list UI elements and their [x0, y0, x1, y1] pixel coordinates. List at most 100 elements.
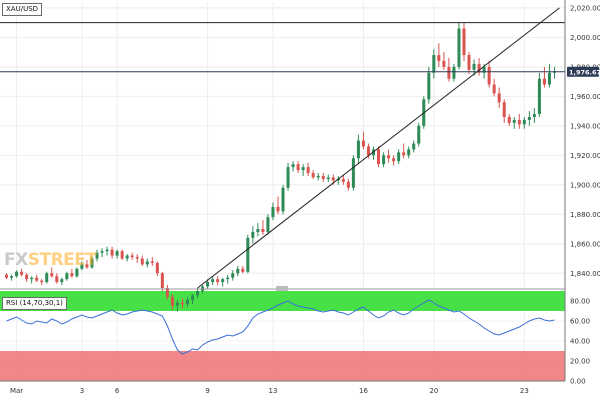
price-tick-label: 1,880.00 — [570, 211, 600, 219]
date-tick-label: 23 — [520, 387, 529, 395]
rsi-tick-label: 60.00 — [570, 318, 590, 326]
candle-body — [226, 277, 230, 280]
price-tick-label: 1,840.00 — [570, 270, 600, 278]
candle-body — [432, 55, 436, 73]
candle-body — [206, 282, 210, 287]
date-tick-label: 9 — [205, 387, 209, 395]
candle-body — [165, 288, 169, 297]
candle-body — [477, 63, 481, 73]
candle-body — [80, 264, 84, 269]
last-price-badge-bg — [567, 66, 599, 77]
candle-body — [482, 66, 486, 73]
candle-body — [452, 66, 456, 79]
candle-body — [45, 273, 49, 283]
candle-body — [286, 167, 290, 188]
candle-body — [170, 296, 174, 306]
candle-body — [427, 72, 431, 100]
candle-body — [60, 279, 64, 283]
candle-body — [281, 187, 285, 212]
candle-body — [115, 251, 119, 256]
candle-body — [502, 102, 506, 117]
candle-body — [472, 63, 476, 70]
candle-body — [296, 164, 300, 171]
rsi-tick-label: 40.00 — [570, 338, 590, 346]
candle-body — [211, 279, 215, 283]
candle-body — [492, 84, 496, 94]
date-tick-label: 13 — [268, 387, 277, 395]
candle-body — [487, 66, 491, 85]
candle-body — [301, 167, 305, 171]
candle-body — [15, 271, 19, 277]
candle-body — [135, 257, 139, 259]
candle-body — [160, 273, 164, 288]
candle-body — [105, 249, 109, 252]
candle-body — [356, 140, 360, 159]
candle-body — [402, 152, 406, 156]
candle-body — [185, 299, 190, 305]
candle-body — [437, 55, 441, 61]
chart-axes — [0, 0, 566, 382]
candle-body — [366, 146, 370, 156]
candle-body — [75, 268, 79, 277]
symbol-label: XAU/USD — [2, 3, 43, 16]
candle-body — [65, 273, 69, 280]
rsi-tick-label: 0.00 — [570, 378, 586, 386]
candle-body — [216, 279, 220, 283]
candle-body — [507, 116, 511, 123]
price-tick-label: 1,920.00 — [570, 152, 600, 160]
candle-body — [457, 28, 461, 67]
candle-body — [25, 274, 29, 280]
candle-body — [407, 149, 411, 156]
candle-body — [447, 66, 451, 79]
candle-body — [331, 177, 335, 181]
candle-body — [467, 55, 471, 70]
candle-body — [251, 231, 255, 238]
candle-body — [236, 268, 240, 274]
candle-body — [95, 252, 99, 259]
candle-body — [321, 175, 325, 179]
candle-body — [221, 279, 225, 283]
candle-body — [522, 119, 526, 125]
candle-body — [140, 258, 144, 265]
candle-body — [55, 276, 59, 283]
candle-body — [10, 276, 14, 278]
candle-body — [40, 280, 44, 283]
candle-body — [175, 302, 179, 306]
candle-body — [291, 164, 295, 168]
price-tick-label: 1,860.00 — [570, 240, 600, 248]
candle-body — [311, 173, 315, 178]
candle-body — [542, 78, 546, 85]
trendline — [197, 7, 560, 289]
price-tick-label: 1,960.00 — [570, 93, 600, 101]
annotation-lines — [0, 7, 565, 289]
price-tick-label: 2,000.00 — [570, 34, 600, 42]
candle-body — [387, 155, 391, 159]
rsi-series — [6, 299, 555, 355]
candle-body — [276, 206, 280, 212]
candle-body — [306, 167, 310, 174]
rsi-overbought-zone — [0, 291, 565, 311]
candle-body — [150, 261, 154, 263]
candle-body — [527, 116, 531, 120]
candle-body — [241, 268, 245, 272]
candle-body — [382, 155, 386, 165]
fxstreet-watermark: FXSTREET — [4, 250, 97, 270]
candle-body — [497, 93, 501, 103]
candle-body — [537, 78, 541, 115]
candle-body — [517, 119, 521, 125]
date-tick-label: 3 — [80, 387, 84, 395]
date-tick-label: 20 — [429, 387, 438, 395]
candle-body — [547, 72, 551, 85]
candle-body — [346, 181, 350, 188]
candle-body — [462, 28, 466, 56]
candle-body — [326, 177, 330, 179]
rsi-line — [6, 299, 555, 355]
price-tick-label: 1,940.00 — [570, 122, 600, 130]
rsi-zones — [0, 291, 565, 381]
candle-body — [180, 302, 184, 305]
price-tick-label: 2,020.00 — [570, 4, 600, 12]
candle-body — [70, 273, 74, 277]
candle-body — [532, 114, 536, 117]
candle-body — [5, 274, 9, 278]
